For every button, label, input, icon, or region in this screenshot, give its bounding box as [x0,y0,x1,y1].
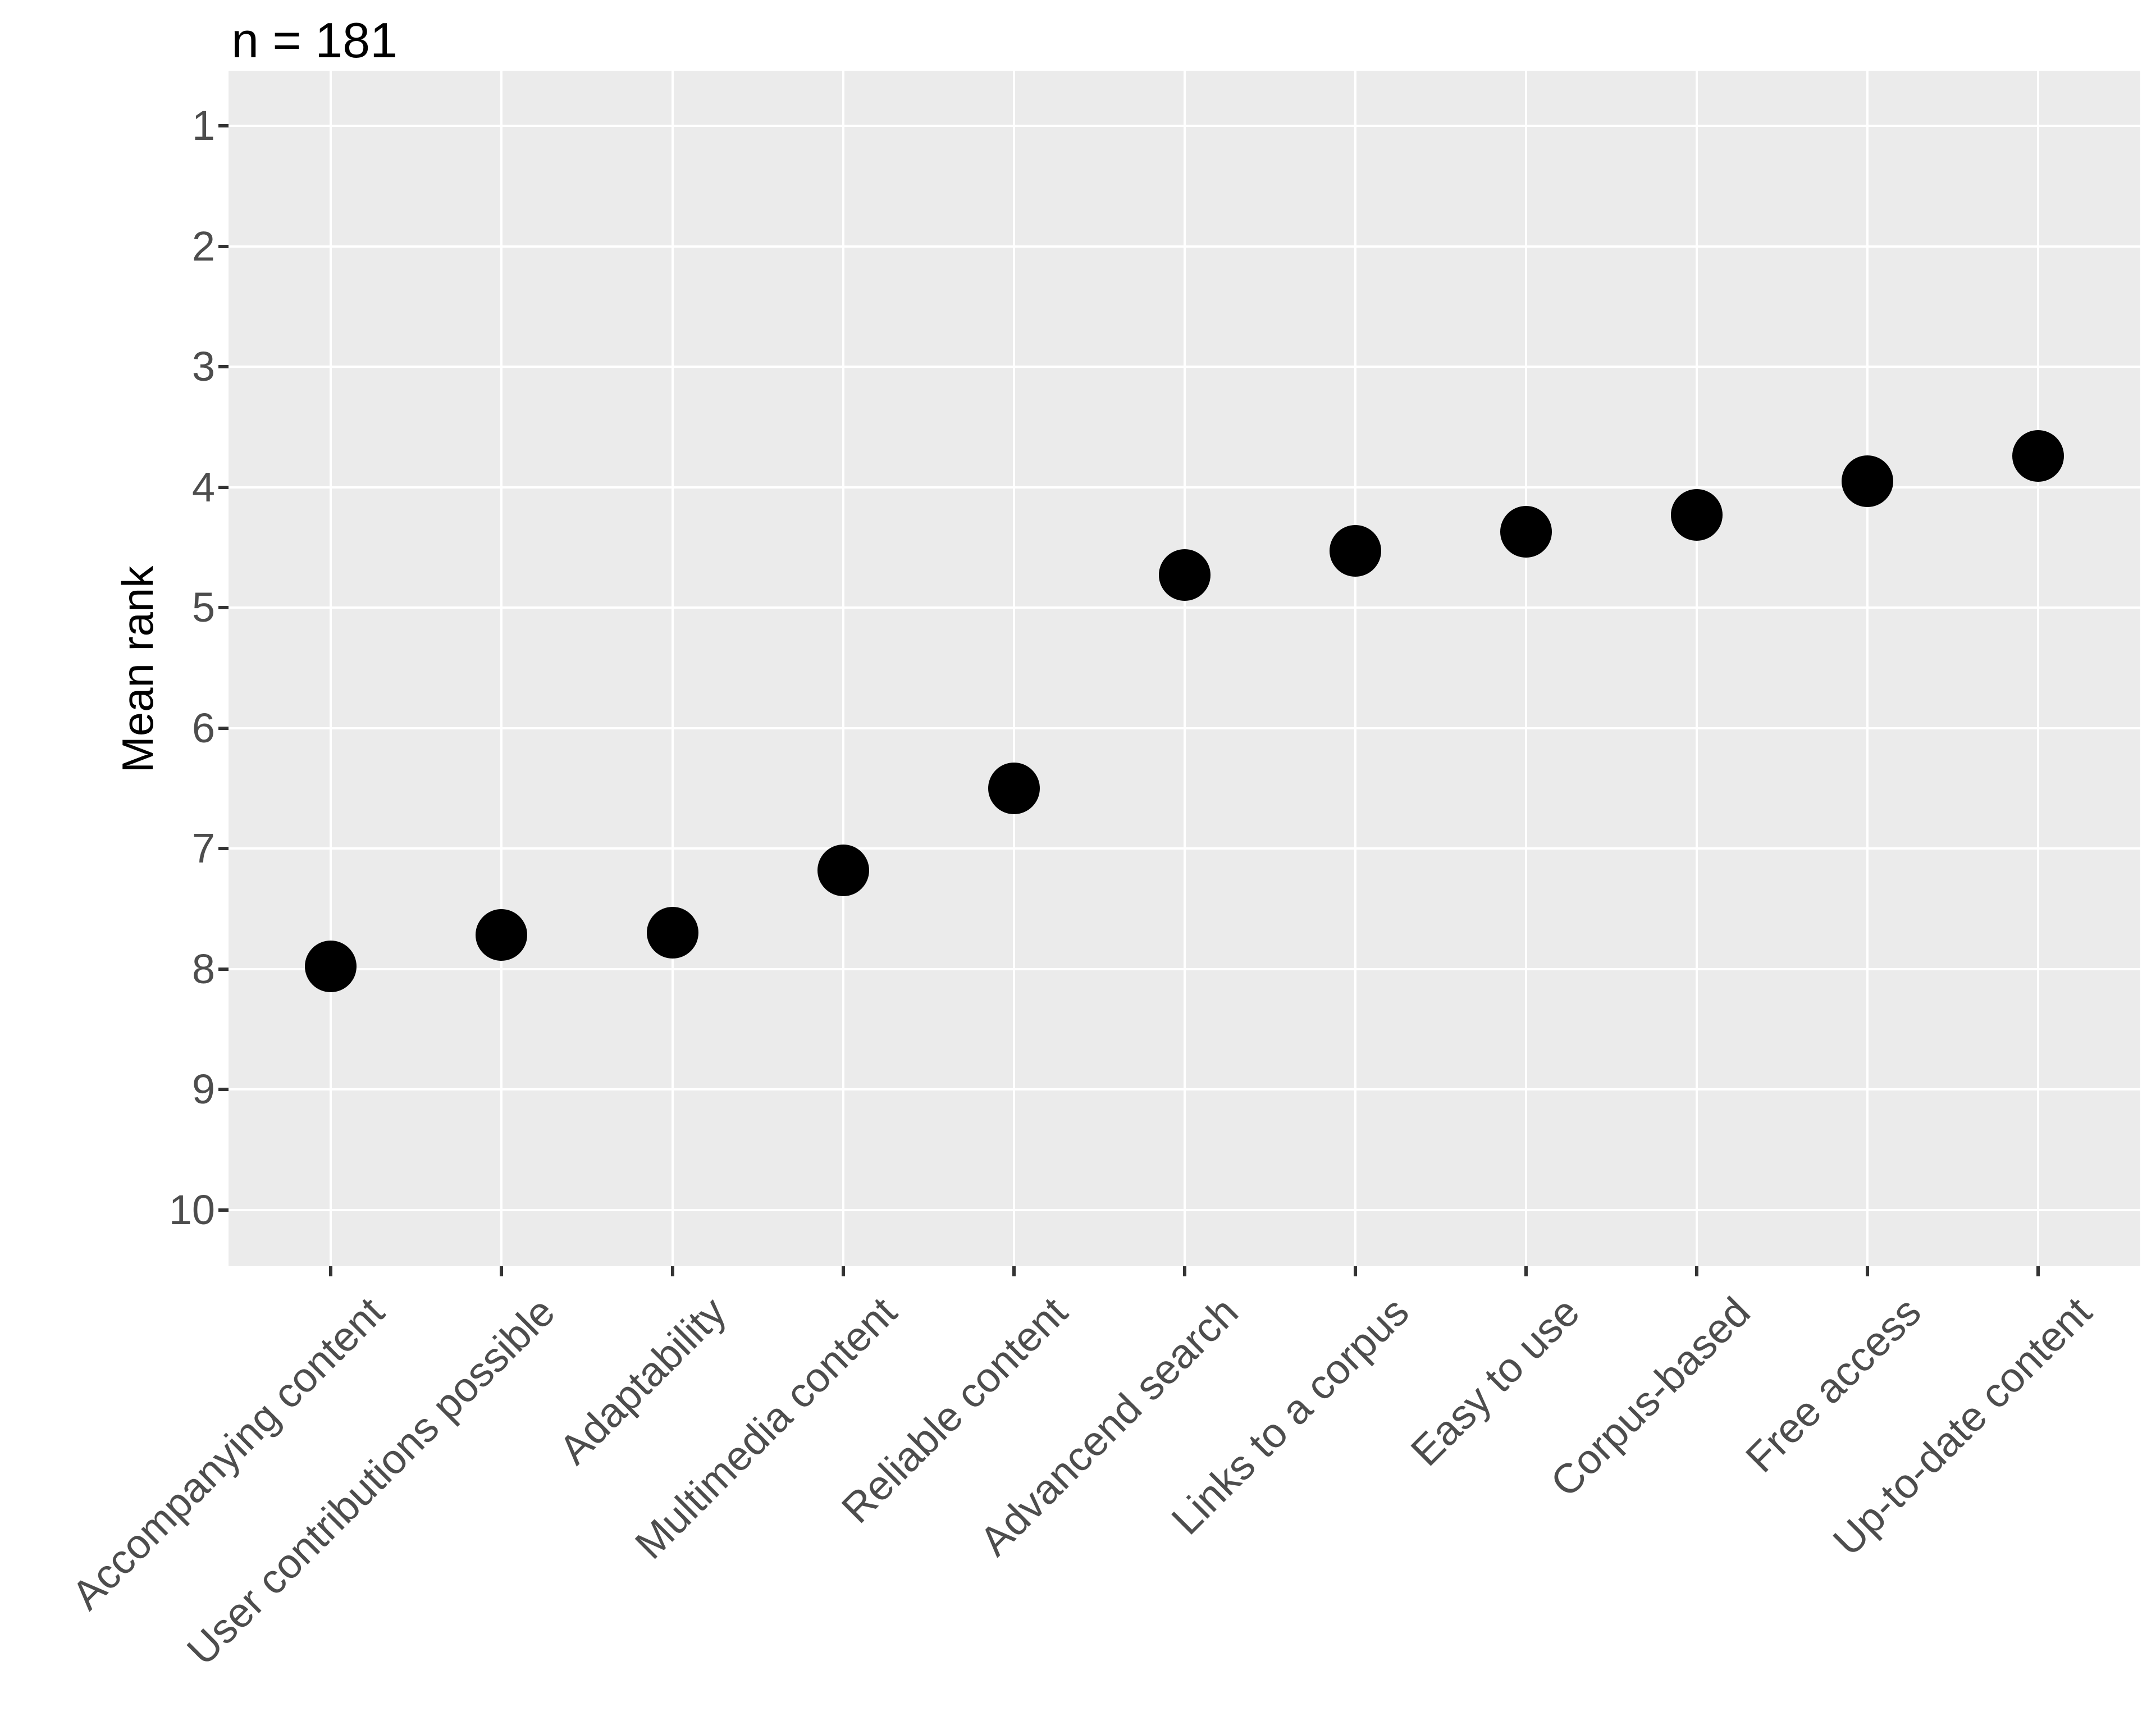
v-gridline-10 [1866,71,1869,1266]
data-point-11 [2012,430,2064,482]
v-gridline-4 [842,71,844,1266]
x-tick-label-11: Up-to-date content [1824,1288,2101,1565]
data-point-2 [476,909,528,961]
data-point-7 [1329,525,1381,577]
x-tick-label-6: Advancend search [970,1288,1247,1565]
x-tick-mark-6 [1182,1266,1186,1276]
data-point-10 [1842,455,1894,507]
y-tick-label-7: 7 [191,825,215,871]
x-tick-mark-4 [841,1266,845,1276]
data-point-1 [305,941,357,993]
x-tick-mark-1 [329,1266,333,1276]
y-tick-mark-1 [218,124,229,127]
y-tick-label-8: 8 [191,945,215,992]
y-tick-label-5: 5 [191,584,215,631]
x-tick-mark-9 [1695,1266,1699,1276]
y-tick-label-10: 10 [168,1186,215,1233]
v-gridline-1 [330,71,332,1266]
v-gridline-3 [671,71,674,1266]
v-gridline-7 [1354,71,1356,1266]
x-tick-label-10: Free access [1737,1288,1930,1481]
x-tick-mark-3 [670,1266,674,1276]
x-tick-label-4: Multimedia content [625,1288,906,1568]
v-gridline-9 [1696,71,1698,1266]
y-tick-label-2: 2 [191,222,215,270]
x-tick-label-3: Adaptability [550,1288,735,1473]
data-point-3 [646,907,698,959]
y-tick-mark-5 [218,606,229,609]
v-gridline-11 [2037,71,2040,1266]
v-gridline-2 [500,71,503,1266]
data-point-8 [1500,505,1552,558]
x-tick-mark-10 [1866,1266,1870,1276]
y-tick-mark-9 [218,1088,229,1091]
y-tick-mark-4 [218,485,229,489]
x-tick-mark-7 [1353,1266,1357,1276]
y-tick-label-4: 4 [191,463,215,510]
y-tick-label-9: 9 [191,1066,215,1112]
x-tick-label-2: User contributions possible [178,1288,564,1674]
y-axis-title: Mean rank [113,565,162,773]
y-tick-label-6: 6 [191,704,215,751]
x-tick-label-8: Easy to use [1401,1288,1588,1475]
plot-title: n = 181 [231,12,398,68]
plot-panel [229,71,2140,1266]
y-tick-label-1: 1 [191,102,215,149]
y-tick-mark-7 [218,847,229,850]
y-tick-mark-8 [218,967,229,971]
data-point-5 [988,762,1040,814]
y-tick-label-3: 3 [191,343,215,390]
data-point-6 [1158,549,1211,601]
x-tick-mark-8 [1524,1266,1528,1276]
y-tick-mark-2 [218,244,229,248]
y-tick-mark-6 [218,726,229,730]
x-tick-mark-2 [500,1266,504,1276]
x-tick-label-9: Corpus-based [1541,1288,1759,1506]
data-point-9 [1671,489,1723,541]
v-gridline-5 [1012,71,1015,1266]
v-gridline-6 [1183,71,1186,1266]
x-tick-mark-5 [1012,1266,1016,1276]
x-tick-mark-11 [2036,1266,2040,1276]
v-gridline-8 [1525,71,1527,1266]
y-tick-mark-10 [218,1208,229,1212]
data-point-4 [817,844,869,896]
y-tick-mark-3 [218,365,229,368]
x-tick-label-7: Links to a corpus [1162,1288,1418,1544]
x-tick-label-5: Reliable content [832,1288,1076,1532]
